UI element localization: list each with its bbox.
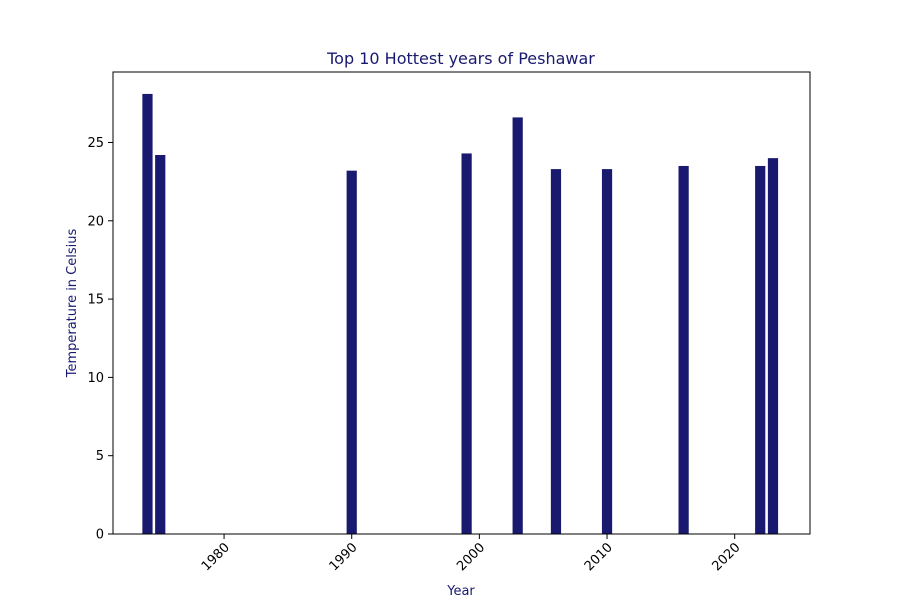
bar-2003 — [512, 117, 523, 535]
y-axis-ticks: 0 5 10 15 20 25 — [87, 136, 113, 543]
bar-1975 — [155, 155, 166, 534]
bar-2010 — [601, 169, 613, 534]
y-tick-label: 25 — [87, 136, 104, 151]
x-tick-label: 1980 — [199, 540, 233, 574]
y-tick-label: 0 — [96, 528, 104, 543]
bar-2023 — [767, 158, 779, 534]
bar-1999 — [461, 153, 472, 534]
chart-title: Top 10 Hottest years of Peshawar — [326, 49, 595, 68]
x-tick-label: 1990 — [327, 540, 361, 574]
x-tick-label: 2020 — [710, 540, 744, 574]
y-tick-label: 20 — [87, 214, 104, 229]
plot-frame — [112, 71, 811, 535]
x-tick-label: 2010 — [582, 540, 616, 574]
y-tick-label: 10 — [87, 371, 104, 386]
bar-1990 — [346, 170, 357, 534]
bar-2006 — [550, 169, 562, 534]
x-axis-ticks: 1980 1990 2000 2010 2020 — [199, 534, 744, 574]
bars-group — [142, 93, 779, 535]
x-axis-label: Year — [446, 584, 475, 599]
bar-1974 — [142, 93, 153, 535]
y-tick-label: 5 — [96, 449, 104, 464]
bar-2022 — [755, 165, 766, 534]
y-tick-label: 15 — [87, 293, 104, 308]
bar-2016 — [678, 165, 689, 534]
x-tick-label: 2000 — [454, 540, 488, 574]
y-axis-label: Temperature in Celsius — [65, 229, 80, 379]
